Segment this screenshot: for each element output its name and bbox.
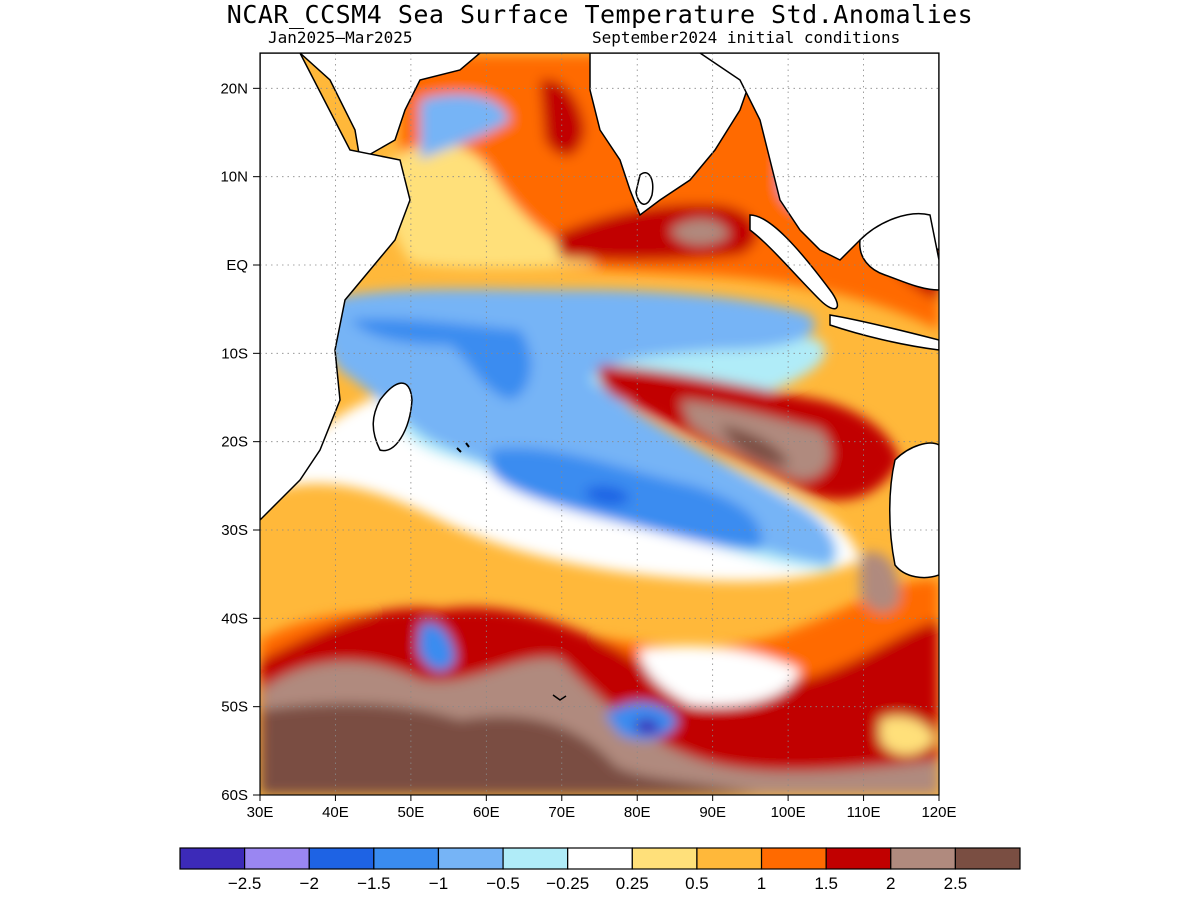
sumatra-coast — [749, 214, 839, 310]
lon-tick-label: 70E — [548, 804, 575, 821]
colorbar-swatch — [244, 847, 310, 870]
colorbar-label: −0.5 — [486, 874, 520, 893]
chart-title: NCAR_CCSM4 Sea Surface Temperature Std.A… — [226, 0, 974, 29]
lon-tick-label: 60E — [473, 804, 500, 821]
lat-tick-label: 30S — [221, 522, 248, 539]
lon-tick-label: 30E — [247, 804, 274, 821]
longitude-axis: 30E 40E 50E 60E 70E 80E 90E 100E 110E 120E — [247, 795, 957, 821]
initial-conditions: September2024 initial conditions — [592, 28, 901, 47]
colorbar-swatch — [631, 847, 698, 870]
colorbar-swatch — [825, 847, 892, 870]
lat-tick-label: 10N — [220, 169, 248, 186]
colorbar-label: 0.5 — [685, 874, 709, 893]
colorbar-label: −1.5 — [357, 874, 391, 893]
colorbar-swatch — [890, 847, 956, 870]
lat-tick-label: 60S — [221, 787, 248, 804]
lat-tick-label: 20N — [220, 80, 248, 97]
southeast-asia-coast — [698, 53, 939, 261]
colorbar-label: 1.5 — [814, 874, 838, 893]
lon-tick-label: 80E — [624, 804, 651, 821]
plot-frame — [259, 52, 940, 796]
colorbar-label: 1 — [757, 874, 766, 893]
india-coast — [589, 53, 761, 217]
latitude-axis: 20N 10N EQ 10S 20S 30S 40S 50S 60S — [220, 80, 260, 804]
lat-tick-label: 40S — [221, 610, 248, 627]
colorbar-label: −2 — [300, 874, 319, 893]
lon-tick-label: 40E — [322, 804, 349, 821]
colorbar-swatch — [373, 847, 440, 870]
lat-tick-label: 10S — [221, 345, 248, 362]
lat-tick-label: 20S — [221, 434, 248, 451]
colorbar-swatch — [760, 847, 827, 870]
australia-coast — [889, 442, 939, 579]
colorbar-label: −2.5 — [228, 874, 262, 893]
lon-tick-label: 100E — [771, 804, 806, 821]
lat-tick-label: EQ — [226, 257, 248, 274]
colorbar-swatch — [954, 847, 1021, 870]
lon-tick-label: 120E — [921, 804, 956, 821]
colorbar-label: 2 — [886, 874, 895, 893]
colorbar-label: −1 — [429, 874, 448, 893]
kerguelen-island — [552, 694, 567, 701]
lon-tick-label: 50E — [398, 804, 425, 821]
forecast-period: Jan2025–Mar2025 — [268, 28, 413, 47]
lon-tick-label: 110E — [847, 804, 881, 821]
mascarene-islands — [456, 442, 470, 453]
colorbar-label: 0.25 — [616, 874, 649, 893]
colorbar-swatch — [179, 847, 246, 870]
colorbar-swatch — [502, 847, 569, 870]
africa-coast — [260, 53, 411, 522]
colorbar-swatch — [308, 847, 375, 870]
colorbar-swatch — [696, 847, 763, 870]
colorbar-swatch — [567, 847, 633, 870]
colorbar-label: 2.5 — [944, 874, 968, 893]
colorbar: −2.5 −2 −1.5 −1 −0.5 −0.25 0.25 0.5 1 1.5 2 2.5 — [179, 847, 1021, 893]
madagascar-coast — [372, 382, 413, 452]
sri-lanka-coast — [635, 172, 654, 205]
lat-tick-label: 50S — [221, 699, 248, 716]
arabia-coast — [260, 53, 482, 162]
land-masses — [260, 53, 939, 701]
lon-tick-label: 90E — [699, 804, 726, 821]
java-coast — [829, 314, 939, 351]
colorbar-label: −0.25 — [546, 874, 589, 893]
borneo-coast — [859, 213, 939, 291]
colorbar-swatch — [437, 847, 504, 870]
